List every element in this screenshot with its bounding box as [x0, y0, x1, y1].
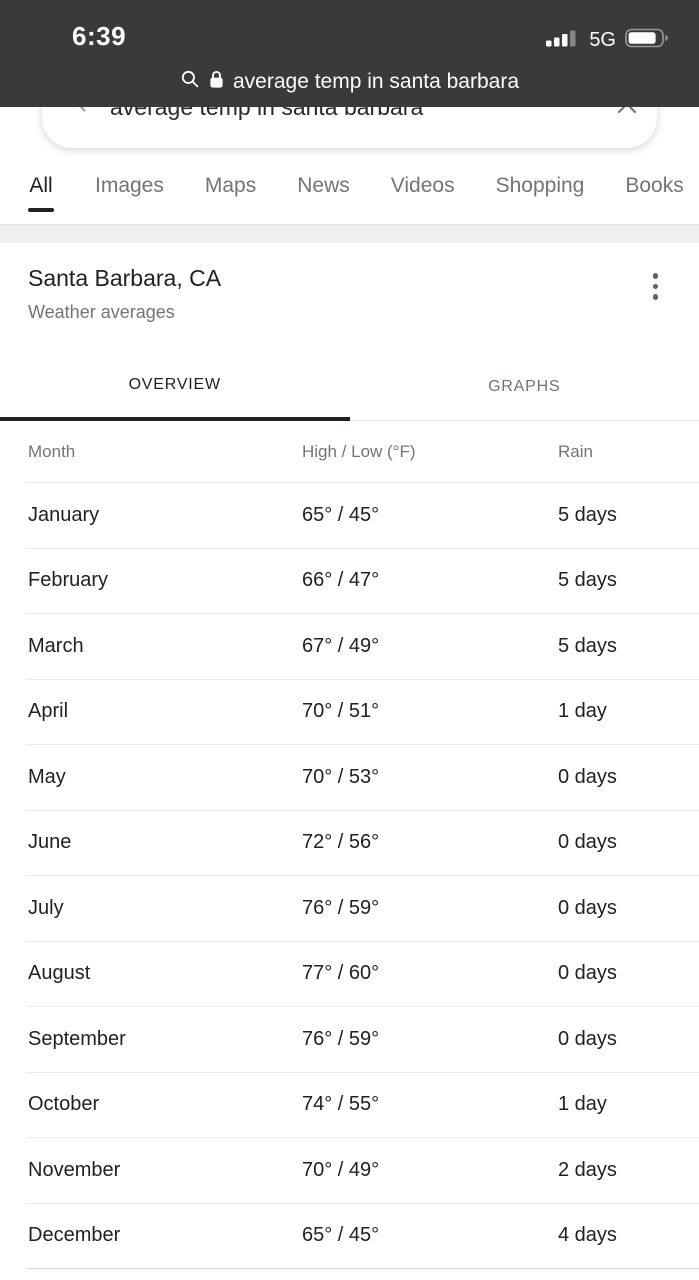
table-row: March 67° / 49° 5 days [26, 614, 699, 680]
tab-news[interactable]: News [297, 172, 350, 224]
cell-month: March [28, 634, 84, 657]
cell-high-low: 74° / 55° [302, 1093, 380, 1116]
tab-books-label: Books [625, 174, 684, 197]
tab-maps[interactable]: Maps [205, 172, 256, 224]
tab-underline-placeholder [310, 208, 336, 212]
cell-month: May [28, 765, 66, 788]
tab-underline-placeholder [527, 208, 553, 212]
weather-averages-card: Santa Barbara, CA Weather averages OVERV… [0, 243, 699, 1280]
tab-graphs[interactable]: GRAPHS [349, 353, 699, 421]
cell-month: November [28, 1158, 121, 1181]
tab-underline-placeholder [410, 208, 436, 212]
tab-all-label: All [29, 174, 53, 197]
cell-month: September [28, 1027, 126, 1050]
table-row: December 65° / 45° 4 days [26, 1204, 699, 1269]
cell-rain: 4 days [558, 1224, 617, 1247]
search-category-tabs: All Images Maps News Videos Shopping Boo… [28, 172, 699, 224]
cell-month: October [28, 1093, 100, 1116]
cell-high-low: 70° / 49° [302, 1158, 380, 1181]
table-header-row: Month High / Low (°F) Rain [26, 421, 699, 483]
cell-month: February [28, 569, 109, 592]
cell-rain: 0 days [558, 831, 617, 854]
battery-icon [625, 28, 669, 53]
signal-strength-icon [546, 29, 580, 52]
column-header-rain: Rain [558, 441, 593, 461]
network-type-label: 5G [589, 29, 616, 51]
tab-videos[interactable]: Videos [391, 172, 455, 224]
page-title: Santa Barbara, CA [28, 265, 222, 291]
cell-rain: 0 days [558, 765, 617, 788]
cell-month: July [28, 896, 64, 919]
cell-rain: 5 days [558, 634, 617, 657]
tab-images[interactable]: Images [95, 172, 164, 224]
address-bar-query: average temp in santa barbara [232, 70, 519, 93]
secure-lock-icon [209, 70, 224, 95]
cell-high-low: 65° / 45° [302, 1224, 380, 1247]
table-row: August 77° / 60° 0 days [26, 942, 699, 1007]
cell-rain: 0 days [558, 1027, 617, 1050]
tab-books[interactable]: Books [625, 172, 683, 224]
section-divider [0, 224, 699, 243]
weather-table: Month High / Low (°F) Rain January 65° /… [0, 421, 699, 1269]
table-row: July 76° / 59° 0 days [26, 876, 699, 942]
cell-rain: 1 day [558, 1093, 607, 1116]
cell-rain: 0 days [558, 896, 617, 919]
clock-time: 6:39 [72, 21, 127, 51]
cell-high-low: 77° / 60° [302, 962, 380, 985]
cell-high-low: 70° / 53° [302, 765, 380, 788]
tab-images-label: Images [95, 174, 164, 197]
cell-rain: 2 days [558, 1158, 617, 1181]
cell-rain: 5 days [558, 503, 617, 526]
cell-month: December [28, 1224, 121, 1247]
active-tab-underline [28, 208, 54, 212]
card-subtitle: Weather averages [28, 302, 175, 322]
tab-shopping[interactable]: Shopping [496, 172, 585, 224]
cell-high-low: 70° / 51° [302, 700, 380, 723]
tab-underline-placeholder [642, 208, 668, 212]
tab-underline-placeholder [116, 208, 142, 212]
cell-high-low: 76° / 59° [302, 1027, 380, 1050]
cell-rain: 1 day [558, 700, 607, 723]
cell-rain: 0 days [558, 962, 617, 985]
table-row: January 65° / 45° 5 days [26, 483, 699, 549]
table-row: October 74° / 55° 1 day [26, 1073, 699, 1138]
cell-rain: 5 days [558, 569, 617, 592]
table-row: September 76° / 59° 0 days [26, 1007, 699, 1073]
table-row: June 72° / 56° 0 days [26, 811, 699, 876]
weather-card-tabs: OVERVIEW GRAPHS [0, 353, 699, 421]
tab-maps-label: Maps [204, 174, 257, 197]
more-options-icon[interactable] [650, 270, 662, 303]
table-row: November 70° / 49° 2 days [26, 1138, 699, 1204]
tab-shopping-label: Shopping [495, 174, 585, 197]
tab-all[interactable]: All [28, 172, 54, 224]
cell-high-low: 65° / 45° [302, 503, 380, 526]
cell-high-low: 66° / 47° [302, 569, 380, 592]
cell-month: April [28, 700, 69, 723]
cell-month: January [28, 503, 100, 526]
column-header-month: Month [28, 441, 76, 461]
cell-high-low: 72° / 56° [302, 831, 380, 854]
table-row: May 70° / 53° 0 days [26, 745, 699, 811]
column-header-high-low: High / Low (°F) [302, 441, 416, 461]
table-row: April 70° / 51° 1 day [26, 680, 699, 745]
cell-month: June [28, 831, 72, 854]
status-bar: 6:39 5G [0, 0, 699, 107]
tab-videos-label: Videos [390, 174, 455, 197]
browser-address-bar[interactable]: average temp in santa barbara [0, 69, 699, 95]
tab-news-label: News [297, 174, 350, 197]
tab-overview[interactable]: OVERVIEW [0, 353, 350, 421]
cell-month: August [28, 962, 91, 985]
cell-high-low: 67° / 49° [302, 634, 380, 657]
tab-underline-placeholder [218, 208, 244, 212]
cell-high-low: 76° / 59° [302, 896, 380, 919]
table-row: February 66° / 47° 5 days [26, 549, 699, 614]
search-icon [180, 69, 200, 95]
